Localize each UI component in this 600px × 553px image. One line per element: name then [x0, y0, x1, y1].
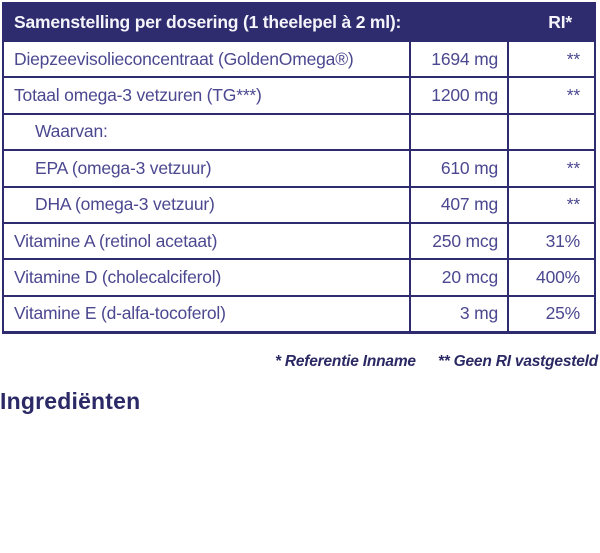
ri-column-header: RI*	[548, 11, 572, 32]
ingredient-name: Totaal omega-3 vetzuren (TG***)	[14, 85, 262, 106]
ingredient-amount: 3 mg	[409, 296, 507, 332]
ingredient-amount: 610 mg	[409, 151, 507, 186]
footnote-geen-ri: ** Geen RI vastgesteld	[437, 353, 598, 370]
ingredient-amount: 1694 mg	[409, 42, 507, 77]
ingredient-name: DHA (omega-3 vetzuur)	[35, 194, 215, 215]
ingredient-name: Waarvan:	[35, 121, 108, 142]
table-row-waarvan: Waarvan:	[4, 112, 594, 150]
table-title: Samenstelling per dosering (1 theelepel …	[14, 11, 402, 32]
ingredient-ri: **	[507, 42, 594, 77]
ingredient-amount: 407 mg	[409, 187, 507, 222]
ingredient-ri: **	[507, 151, 594, 186]
ingredient-ri	[507, 114, 594, 150]
table-row-diepzeevisolieconcentraat: Diepzeevisolieconcentraat (GoldenOmega®)…	[4, 40, 594, 77]
ingredient-name: EPA (omega-3 vetzuur)	[35, 157, 212, 178]
samenstelling-table: Samenstelling per dosering (1 theelepel …	[2, 2, 596, 335]
ingredient-amount: 250 mcg	[409, 223, 507, 259]
ingredient-amount: 1200 mg	[409, 78, 507, 113]
ingredient-ri: **	[507, 187, 594, 222]
ingredient-ri: 25%	[507, 296, 594, 332]
footnote-referentie-inname: * Referentie Inname	[274, 353, 416, 370]
table-header-row: Samenstelling per dosering (1 theelepel …	[4, 4, 594, 40]
ingredient-name: Vitamine A (retinol acetaat)	[14, 230, 218, 251]
table-row-epa: EPA (omega-3 vetzuur) 610 mg **	[4, 149, 594, 186]
ingredients-heading: Ingrediënten	[0, 388, 141, 414]
ingredient-ri: 400%	[507, 260, 594, 295]
ingredient-amount	[409, 114, 507, 150]
ingredient-amount: 20 mcg	[409, 260, 507, 295]
ingredient-name: Vitamine E (d-alfa-tocoferol)	[14, 303, 226, 324]
ingredient-ri: **	[507, 78, 594, 113]
ingredient-name: Diepzeevisolieconcentraat (GoldenOmega®)	[14, 48, 354, 69]
table-row-vitamine-d: Vitamine D (cholecalciferol) 20 mcg 400%	[4, 258, 594, 295]
ingredient-name: Vitamine D (cholecalciferol)	[14, 267, 222, 288]
table-row-dha: DHA (omega-3 vetzuur) 407 mg **	[4, 185, 594, 222]
table-row-vitamine-a: Vitamine A (retinol acetaat) 250 mcg 31%	[4, 221, 594, 259]
footnotes: * Referentie Inname ** Geen RI vastgeste…	[275, 353, 598, 371]
table-row-totaal-omega3: Totaal omega-3 vetzuren (TG***) 1200 mg …	[4, 76, 594, 113]
ingredient-ri: 31%	[507, 223, 594, 259]
table-row-vitamine-e: Vitamine E (d-alfa-tocoferol) 3 mg 25%	[4, 294, 594, 332]
